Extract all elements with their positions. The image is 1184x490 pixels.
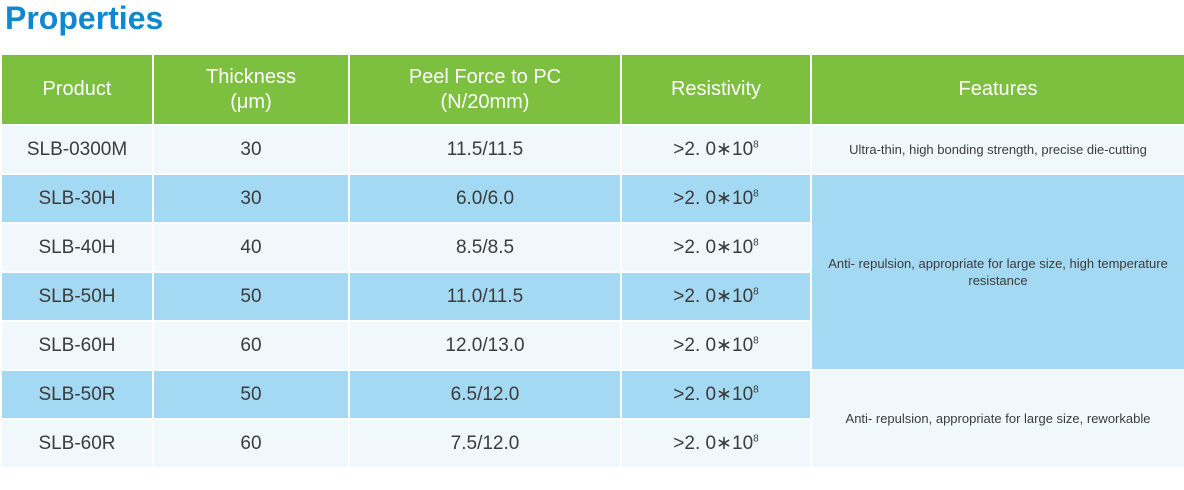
- resistivity-value: >2. 0∗10: [673, 384, 754, 406]
- cell-features-merged: Anti- repulsion, appropriate for large s…: [810, 173, 1184, 372]
- cell-resistivity: >2. 0∗108: [620, 271, 812, 323]
- cell-product: SLB-60R: [0, 418, 154, 470]
- cell-thickness: 60: [152, 418, 350, 470]
- cell-peel-force: 7.5/12.0: [348, 418, 622, 470]
- cell-product: SLB-40H: [0, 222, 154, 274]
- resistivity-exponent: 8: [753, 188, 759, 200]
- cell-features: Ultra-thin, high bonding strength, preci…: [810, 124, 1184, 176]
- cell-product: SLB-30H: [0, 173, 154, 225]
- cell-peel-force: 6.0/6.0: [348, 173, 622, 225]
- cell-thickness: 30: [152, 124, 350, 176]
- cell-thickness: 30: [152, 173, 350, 225]
- resistivity-value: >2. 0∗10: [673, 433, 754, 455]
- col-header-features: Features: [810, 53, 1184, 127]
- cell-peel-force: 11.0/11.5: [348, 271, 622, 323]
- cell-thickness: 60: [152, 320, 350, 372]
- resistivity-value: >2. 0∗10: [673, 237, 754, 259]
- resistivity-exponent: 8: [753, 237, 759, 249]
- cell-thickness: 50: [152, 369, 350, 421]
- col-header-peel-force: Peel Force to PC (N/20mm): [348, 53, 622, 127]
- cell-product: SLB-50H: [0, 271, 154, 323]
- col-header-thickness: Thickness (μm): [152, 53, 350, 127]
- col-header-resistivity: Resistivity: [620, 53, 812, 127]
- cell-peel-force: 8.5/8.5: [348, 222, 622, 274]
- col-header-unit: (N/20mm): [440, 90, 530, 113]
- table-row: SLB-30H 30 6.0/6.0 >2. 0∗108 Anti- repul…: [0, 173, 1184, 372]
- cell-resistivity: >2. 0∗108: [620, 418, 812, 470]
- resistivity-exponent: 8: [753, 286, 759, 298]
- table-row: SLB-40H 40 8.5/8.5 >2. 0∗108: [0, 222, 1184, 274]
- properties-table: Product Thickness (μm) Peel Force to PC …: [0, 53, 1184, 470]
- col-header-label: Resistivity: [670, 78, 761, 101]
- resistivity-exponent: 8: [753, 384, 759, 396]
- table-row: SLB-60H 60 12.0/13.0 >2. 0∗108: [0, 320, 1184, 372]
- cell-thickness: 50: [152, 271, 350, 323]
- cell-product: SLB-60H: [0, 320, 154, 372]
- resistivity-value: >2. 0∗10: [673, 139, 754, 161]
- table-row: SLB-60R 60 7.5/12.0 >2. 0∗108: [0, 418, 1184, 470]
- resistivity-value: >2. 0∗10: [673, 188, 754, 210]
- col-header-label: Product: [42, 78, 112, 101]
- cell-product: SLB-0300M: [0, 124, 154, 176]
- col-header-unit: (μm): [230, 90, 272, 113]
- header-row: Product Thickness (μm) Peel Force to PC …: [0, 53, 1184, 127]
- cell-peel-force: 6.5/12.0: [348, 369, 622, 421]
- cell-peel-force: 12.0/13.0: [348, 320, 622, 372]
- cell-resistivity: >2. 0∗108: [620, 369, 812, 421]
- cell-resistivity: >2. 0∗108: [620, 222, 812, 274]
- cell-features-merged: Anti- repulsion, appropriate for large s…: [810, 369, 1184, 470]
- table-row: SLB-0300M 30 11.5/11.5 >2. 0∗108 Ultra-t…: [0, 124, 1184, 176]
- cell-thickness: 40: [152, 222, 350, 274]
- cell-resistivity: >2. 0∗108: [620, 173, 812, 225]
- col-header-label: Peel Force to PC: [408, 65, 562, 88]
- cell-product: SLB-50R: [0, 369, 154, 421]
- cell-resistivity: >2. 0∗108: [620, 124, 812, 176]
- cell-peel-force: 11.5/11.5: [348, 124, 622, 176]
- resistivity-exponent: 8: [753, 335, 759, 347]
- cell-resistivity: >2. 0∗108: [620, 320, 812, 372]
- resistivity-value: >2. 0∗10: [673, 286, 754, 308]
- table-row: SLB-50H 50 11.0/11.5 >2. 0∗108: [0, 271, 1184, 323]
- resistivity-exponent: 8: [753, 433, 759, 445]
- table-row: SLB-50R 50 6.5/12.0 >2. 0∗108 Anti- repu…: [0, 369, 1184, 470]
- col-header-label: Features: [958, 78, 1038, 101]
- resistivity-exponent: 8: [753, 139, 759, 151]
- resistivity-value: >2. 0∗10: [673, 335, 754, 357]
- col-header-product: Product: [0, 53, 154, 127]
- col-header-label: Thickness: [205, 65, 297, 88]
- page-title: Properties: [5, 0, 164, 36]
